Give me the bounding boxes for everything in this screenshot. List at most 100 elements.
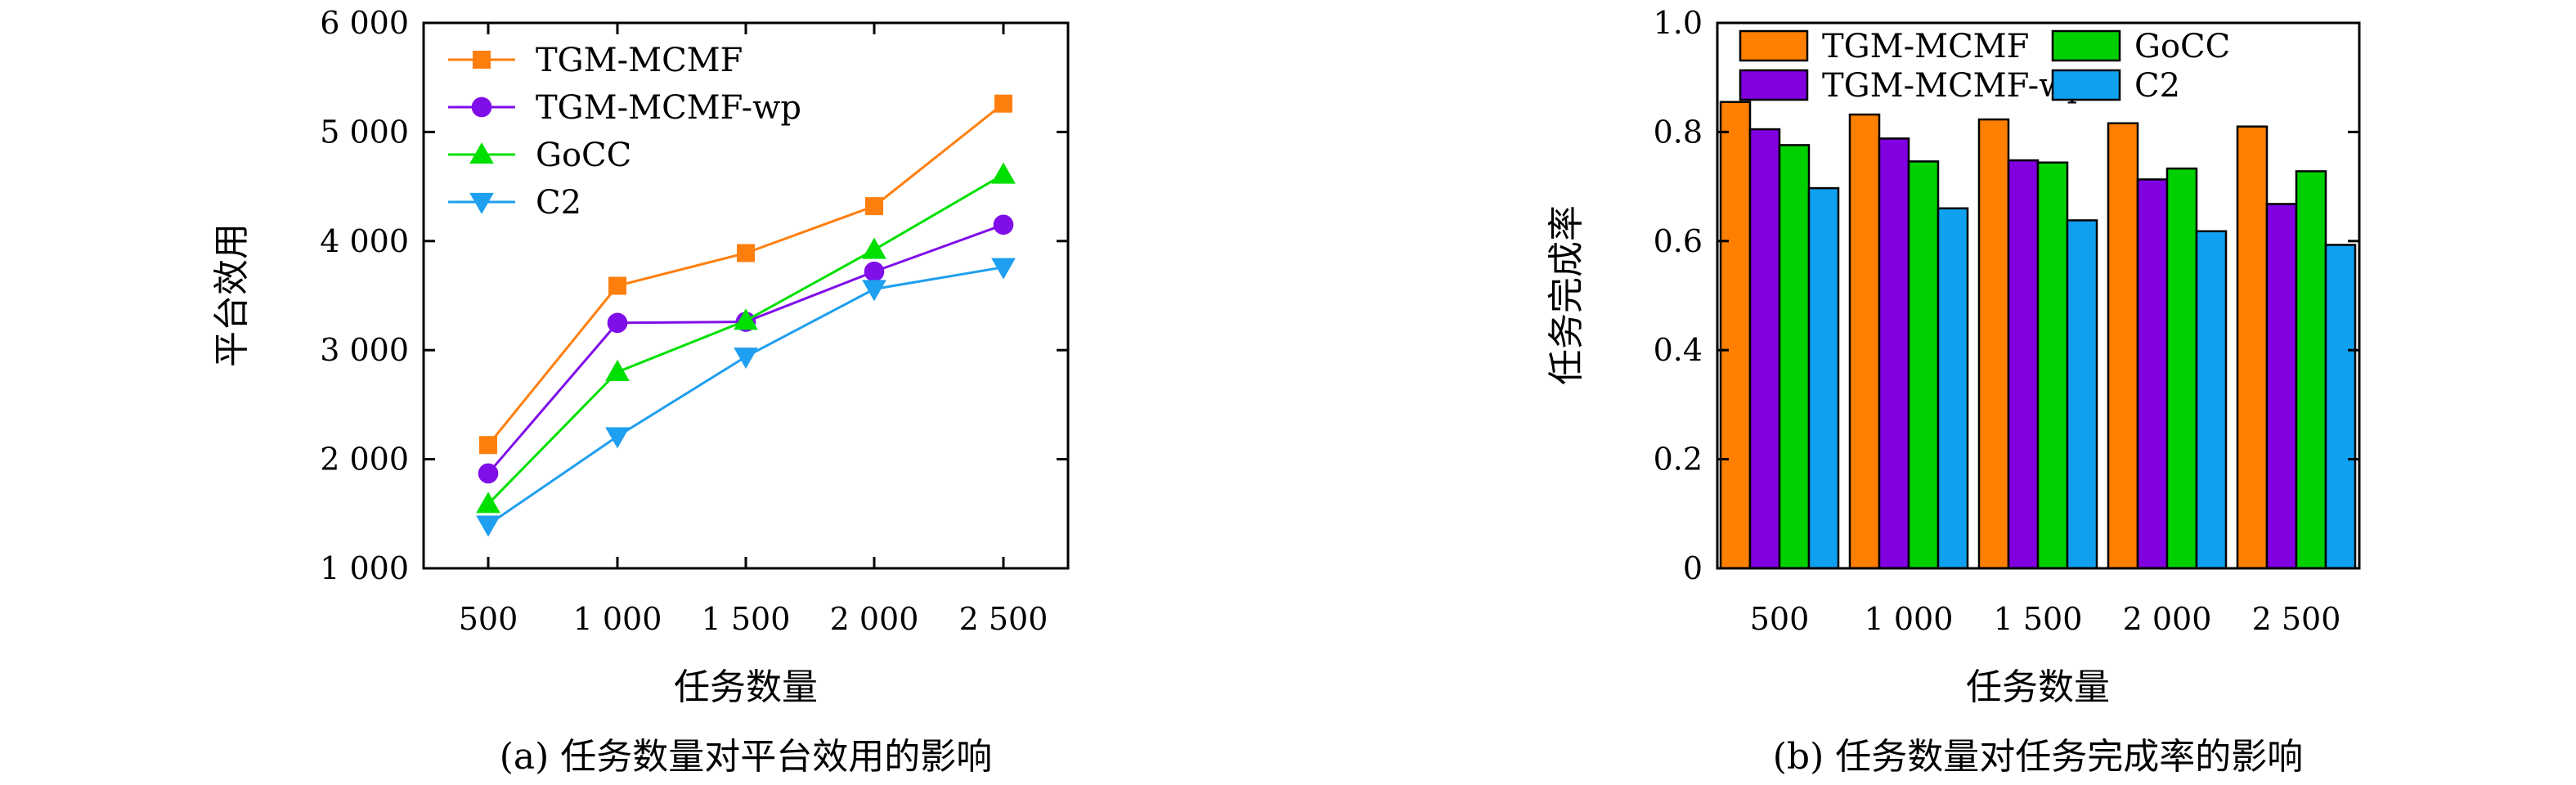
x-tick-label: 1 500 bbox=[702, 601, 791, 637]
legend-marker bbox=[473, 51, 491, 69]
bar-group-1-000 bbox=[1848, 113, 1969, 570]
y-axis-ticks: 0 0.2 0.4 0.6 0.8 1.0 bbox=[1654, 5, 2359, 586]
data-point bbox=[862, 237, 886, 259]
y-tick-label: 0.2 bbox=[1654, 442, 1703, 478]
y-tick-label: 0.4 bbox=[1654, 332, 1703, 368]
data-point bbox=[991, 258, 1016, 280]
data-point bbox=[479, 436, 497, 455]
x-tick-label: 2 000 bbox=[830, 601, 919, 637]
bar-gocc bbox=[2165, 167, 2198, 570]
legend-swatch bbox=[1739, 69, 1809, 101]
y-axis-ticks: 1 000 2 000 3 000 4 000 5 000 6 000 bbox=[320, 5, 1068, 586]
legend-entry-tgm-mcmf: TGM-MCMF bbox=[1739, 28, 2029, 65]
legend-entry-gocc: GoCC bbox=[448, 137, 631, 174]
x-tick-label: 1 000 bbox=[573, 601, 662, 637]
bar-c2 bbox=[2324, 244, 2357, 570]
legend-entry-gocc: GoCC bbox=[2051, 28, 2230, 65]
legend-label: TGM-MCMF bbox=[1822, 28, 2029, 65]
data-point bbox=[734, 308, 758, 330]
legend-label: TGM-MCMF-wp bbox=[536, 89, 801, 127]
legend-marker bbox=[469, 142, 494, 164]
legend-label: TGM-MCMF-wp bbox=[1822, 67, 2088, 105]
bar-c2 bbox=[2066, 219, 2098, 570]
legend: TGM-MCMF TGM-MCMF-wp GoCC C2 bbox=[448, 42, 801, 222]
legend-label: C2 bbox=[536, 184, 581, 222]
legend-entry-tgm-mcmf-wp: TGM-MCMF-wp bbox=[448, 89, 801, 127]
legend-label: GoCC bbox=[536, 137, 631, 174]
legend-entry-tgm-mcmf-wp: TGM-MCMF-wp bbox=[1739, 67, 2088, 105]
bar-gocc bbox=[2036, 161, 2069, 570]
figure-caption-a: (a) 任务数量对平台效用的影响 bbox=[500, 736, 993, 778]
y-axis-label: 平台效用 bbox=[211, 223, 253, 367]
series-c2 bbox=[476, 258, 1016, 537]
x-axis-ticks: 500 1 000 1 500 2 000 2 500 bbox=[1750, 601, 2341, 637]
bar-tgm-mcmf-wp bbox=[2265, 203, 2298, 570]
bar-c2 bbox=[2195, 230, 2228, 570]
bar-tgm-mcmf-wp bbox=[2136, 178, 2169, 570]
x-tick-label: 1 500 bbox=[1994, 601, 2083, 637]
plot-frame bbox=[1716, 21, 2361, 570]
bar-c2 bbox=[1936, 207, 1969, 570]
data-point bbox=[608, 276, 626, 295]
x-axis-ticks: 500 1 000 1 500 2 000 2 500 bbox=[459, 23, 1048, 637]
bar-tgm-mcmf-wp bbox=[1878, 137, 1910, 570]
legend-swatch bbox=[1739, 29, 1809, 62]
y-tick-label: 2 000 bbox=[320, 442, 409, 478]
series-tgm-mcmf bbox=[479, 94, 1012, 455]
data-point bbox=[605, 427, 630, 449]
x-axis-label: 任务数量 bbox=[1966, 666, 2110, 708]
bar-c2 bbox=[1807, 186, 1840, 570]
bar-tgm-mcmf bbox=[1848, 113, 1881, 570]
legend-entry-c2: C2 bbox=[448, 184, 581, 222]
data-point bbox=[862, 280, 886, 302]
data-point bbox=[864, 261, 885, 282]
bar-group-2-000 bbox=[2107, 122, 2228, 570]
legend-swatch bbox=[2051, 69, 2121, 101]
x-tick-label: 2 500 bbox=[959, 601, 1048, 637]
legend-swatch bbox=[2051, 29, 2121, 62]
legend-entry-c2: C2 bbox=[2051, 67, 2180, 105]
bar-gocc bbox=[1778, 144, 1811, 570]
bar-group-2-500 bbox=[2236, 125, 2357, 570]
series-gocc bbox=[476, 162, 1016, 514]
bar-group-500 bbox=[1719, 101, 1840, 570]
bar-gocc bbox=[1907, 160, 1940, 570]
x-axis-label: 任务数量 bbox=[674, 666, 818, 708]
bar-tgm-mcmf bbox=[2107, 122, 2139, 570]
y-tick-label: 1 000 bbox=[320, 550, 409, 586]
bar-chart-task-completion-rate: 0 0.2 0.4 0.6 0.8 1.0 500 1 000 1 500 2 000 2 500… bbox=[1546, 5, 2361, 778]
bar-tgm-mcmf bbox=[1977, 118, 2010, 570]
data-point bbox=[607, 312, 628, 334]
y-axis-label: 任务完成率 bbox=[1546, 205, 1587, 385]
y-tick-label: 5 000 bbox=[320, 114, 409, 150]
line-series bbox=[476, 94, 1016, 537]
legend-label: TGM-MCMF bbox=[536, 42, 743, 79]
data-point bbox=[476, 515, 500, 537]
data-point bbox=[478, 463, 499, 484]
bar-tgm-mcmf-wp bbox=[2007, 159, 2040, 570]
y-tick-label: 0 bbox=[1683, 550, 1703, 586]
bar-series bbox=[1719, 101, 2357, 570]
bar-tgm-mcmf-wp bbox=[1748, 128, 1781, 570]
data-point bbox=[991, 162, 1016, 184]
bar-tgm-mcmf bbox=[1719, 101, 1752, 570]
legend-marker bbox=[469, 192, 494, 214]
x-tick-label: 1 000 bbox=[1865, 601, 1954, 637]
y-tick-label: 1.0 bbox=[1654, 5, 1703, 41]
x-tick-label: 500 bbox=[1750, 601, 1810, 637]
bar-tgm-mcmf bbox=[2236, 125, 2269, 570]
data-point bbox=[734, 348, 758, 370]
data-point bbox=[994, 94, 1012, 113]
y-tick-label: 4 000 bbox=[320, 223, 409, 259]
figure-caption-b: (b) 任务数量对任务完成率的影响 bbox=[1773, 736, 2303, 778]
legend-entry-tgm-mcmf: TGM-MCMF bbox=[448, 42, 743, 79]
x-tick-label: 2 000 bbox=[2123, 601, 2212, 637]
data-point bbox=[737, 244, 755, 262]
legend-label: GoCC bbox=[2134, 28, 2230, 65]
x-tick-label: 2 500 bbox=[2252, 601, 2341, 637]
series-line bbox=[487, 173, 1004, 505]
y-tick-label: 0.8 bbox=[1654, 114, 1703, 150]
y-tick-label: 3 000 bbox=[320, 332, 409, 368]
